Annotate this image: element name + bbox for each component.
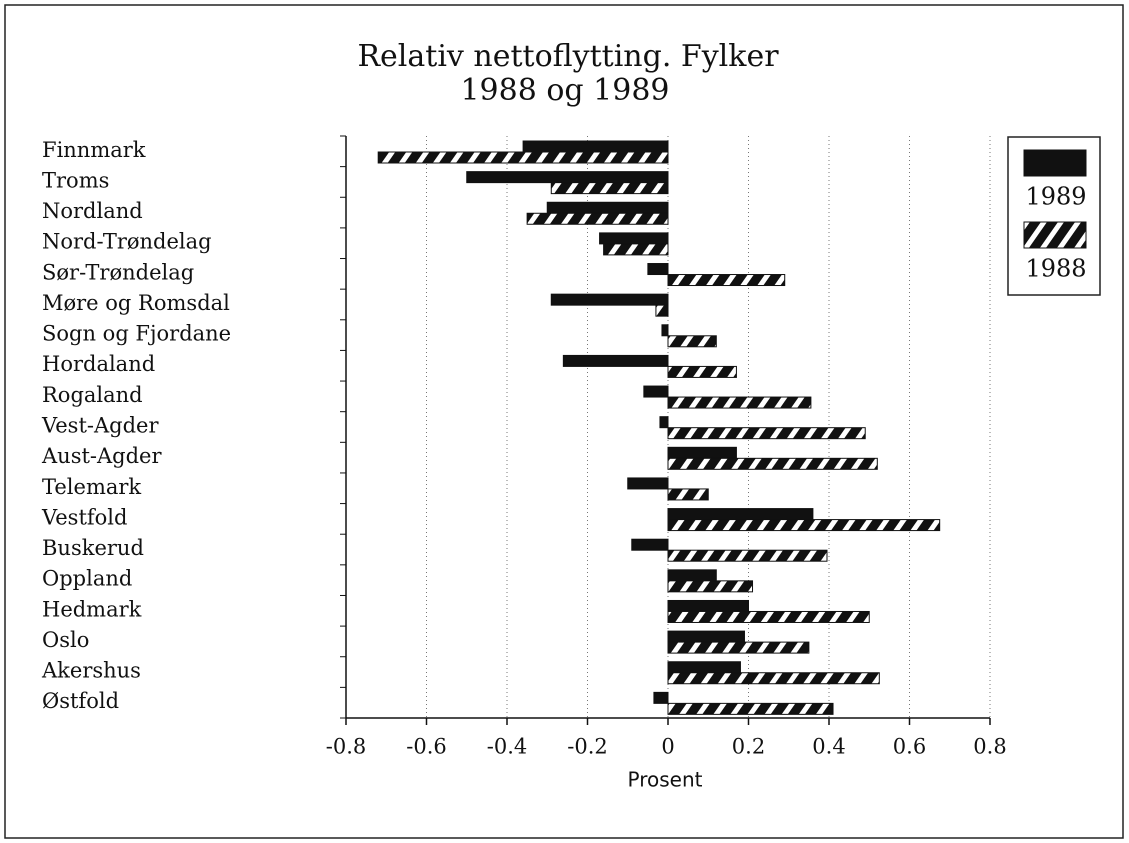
bar [526, 212, 669, 225]
bar [550, 293, 669, 306]
bar [667, 641, 810, 654]
bar [667, 610, 870, 623]
chart-subtitle: 1988 og 1989 [460, 73, 669, 108]
y-tick-label: Vest-Agder [41, 414, 159, 438]
bar [659, 416, 669, 429]
y-tick-label: Sør-Trøndelag [42, 260, 194, 284]
y-tick-label: Telemark [42, 475, 141, 499]
x-tick-label: 0 [661, 735, 674, 759]
legend-swatch [1023, 149, 1087, 177]
bar [667, 519, 941, 532]
bar [667, 569, 717, 582]
bar [647, 263, 669, 276]
x-tick-label: 0.4 [812, 735, 845, 759]
y-tick-label: Hordaland [42, 352, 155, 376]
bar [667, 599, 749, 612]
y-tick-label: Hedmark [42, 597, 142, 621]
y-tick-label: Troms [42, 168, 109, 192]
y-tick-label: Østfold [42, 689, 119, 713]
bar [667, 365, 737, 378]
bar [667, 396, 812, 409]
bar [667, 580, 754, 593]
x-tick-label: -0.6 [406, 735, 447, 759]
bar [562, 354, 669, 367]
bar [599, 232, 669, 245]
bar [546, 201, 669, 214]
legend-swatch [1023, 221, 1087, 249]
bar [653, 691, 669, 704]
y-tick-label: Oslo [42, 628, 89, 652]
bar [522, 140, 669, 153]
chart-title: Relativ nettoflytting. Fylker [357, 39, 779, 74]
y-tick-label: Buskerud [42, 536, 144, 560]
bar [667, 274, 786, 287]
bar [667, 335, 717, 348]
bar [667, 427, 866, 440]
x-tick-label: -0.2 [567, 735, 608, 759]
y-tick-label: Vestfold [41, 505, 127, 529]
bar [667, 488, 709, 501]
legend-label: 1988 [1025, 255, 1086, 283]
y-tick-label: Oppland [42, 567, 132, 591]
x-tick-label: 0.6 [893, 735, 926, 759]
y-tick-label: Aust-Agder [41, 444, 162, 468]
bar [643, 385, 669, 398]
y-tick-label: Møre og Romsdal [42, 291, 230, 315]
bar [603, 243, 669, 256]
x-tick-label: 0.2 [732, 735, 765, 759]
frame [4, 4, 1124, 839]
legend-box [1007, 136, 1101, 296]
bar [631, 538, 669, 551]
bar [667, 446, 737, 459]
bar [667, 661, 741, 674]
bar [627, 477, 669, 490]
legend-label: 1989 [1025, 183, 1086, 211]
bar [661, 324, 669, 337]
bar [655, 304, 669, 317]
bar [550, 182, 669, 195]
y-tick-label: Finnmark [42, 138, 146, 162]
bar [667, 702, 834, 715]
x-axis-label: Prosent [628, 768, 703, 792]
x-tick-label: -0.8 [326, 735, 367, 759]
x-tick-label: 0.8 [973, 735, 1006, 759]
bar [466, 171, 669, 184]
y-tick-label: Sogn og Fjordane [42, 322, 231, 346]
y-tick-label: Nord-Trøndelag [42, 230, 212, 254]
bar [377, 151, 669, 164]
y-tick-label: Nordland [42, 199, 143, 223]
bar [667, 672, 880, 685]
x-tick-label: -0.4 [487, 735, 528, 759]
y-tick-label: Akershus [41, 659, 141, 683]
bar [667, 630, 745, 643]
y-tick-label: Rogaland [42, 383, 143, 407]
bar [667, 508, 814, 521]
bar [667, 549, 828, 562]
bar [667, 457, 878, 470]
